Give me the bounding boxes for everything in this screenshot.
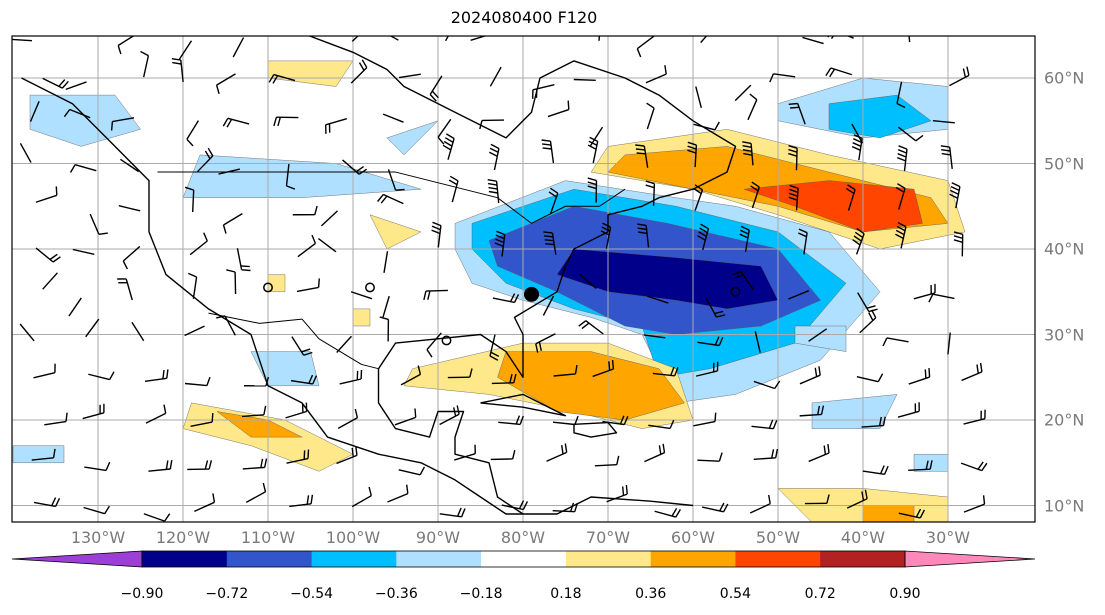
longitude-label: 80°W (500, 528, 546, 547)
colorbar (11, 550, 1036, 568)
wind-barbs (12, 36, 988, 522)
longitude-label: 90°W (415, 528, 461, 547)
colorbar-tick-label: −0.72 (205, 586, 249, 602)
colorbar-tick-label: −0.54 (290, 586, 334, 602)
latitude-label: 20°N (1044, 410, 1085, 430)
longitude-label: 40°W (840, 528, 886, 547)
colorbar-tick-label: −0.18 (459, 586, 503, 602)
colorbar-tick-label: 0.18 (550, 586, 582, 602)
latitude-label: 30°N (1044, 325, 1085, 344)
longitude-label: 100°W (325, 528, 381, 547)
colorbar-tick-label: 0.72 (804, 586, 836, 602)
map-frame (11, 35, 1036, 523)
longitude-label: 130°W (70, 528, 126, 547)
longitude-label: 120°W (155, 528, 211, 547)
longitude-label: 70°W (585, 528, 631, 547)
latitude-label: 50°N (1044, 154, 1085, 173)
storm-markers (263, 282, 741, 346)
colorbar-tick-label: 0.90 (889, 586, 921, 602)
colorbar-tick-label: 0.36 (635, 586, 667, 602)
colorbar-tick-label: 0.54 (719, 586, 751, 602)
longitude-label: 110°W (240, 528, 296, 547)
latitude-label: 60°N (1044, 68, 1085, 88)
colorbar-tick-label: −0.90 (120, 586, 164, 602)
longitude-label: 50°W (755, 528, 801, 547)
longitude-label: 30°W (925, 528, 971, 547)
longitude-label: 60°W (670, 528, 716, 547)
map-title: 2024080400 F120 (450, 8, 598, 27)
colorbar-tick-label: −0.36 (374, 586, 418, 602)
latitude-label: 40°N (1044, 239, 1085, 259)
latitude-label: 10°N (1044, 496, 1085, 515)
